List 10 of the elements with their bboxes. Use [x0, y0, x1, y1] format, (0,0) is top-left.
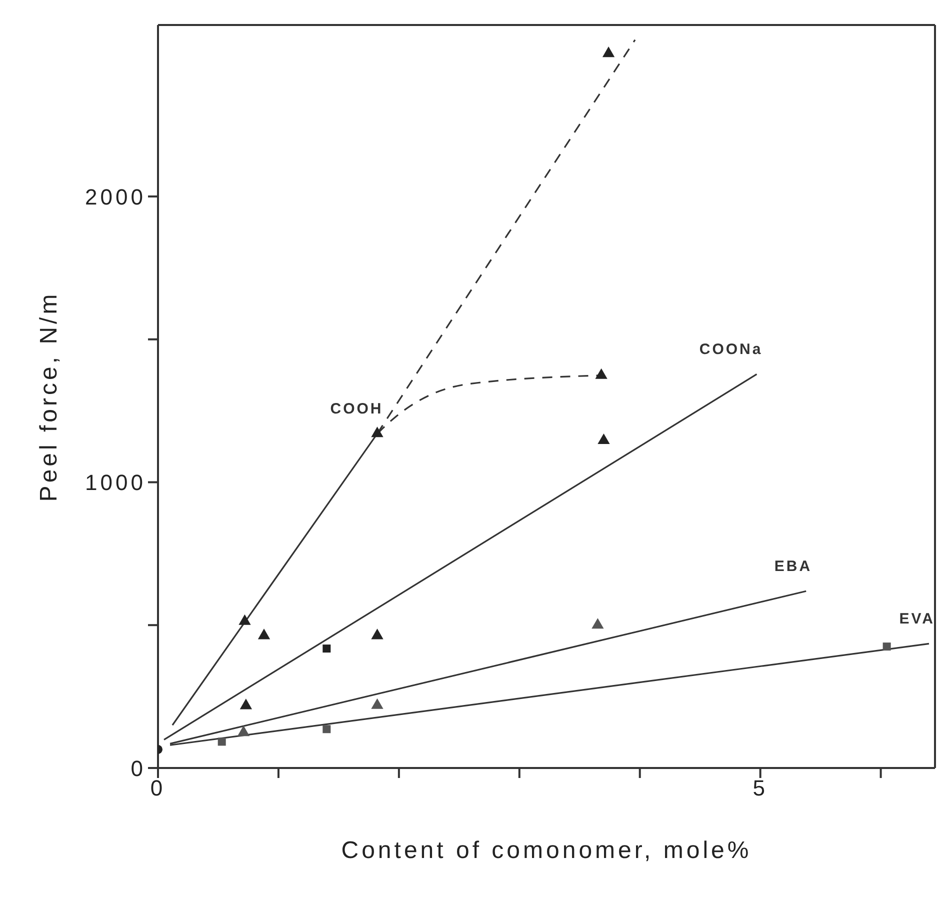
series-label: COONa: [699, 341, 763, 358]
y-tick-label: 0: [130, 756, 146, 781]
series-label: EVA: [899, 610, 935, 628]
y-tick-label: 1000: [85, 470, 146, 496]
x-axis-title: Content of comonomer, mole%: [341, 837, 752, 864]
series-label: COOH: [330, 400, 384, 418]
x-tick-label: 5: [752, 776, 768, 801]
series-label: EBA: [774, 558, 812, 576]
y-axis-title: Peel force, N/m: [36, 291, 63, 502]
y-tick-label: 2000: [85, 184, 146, 210]
